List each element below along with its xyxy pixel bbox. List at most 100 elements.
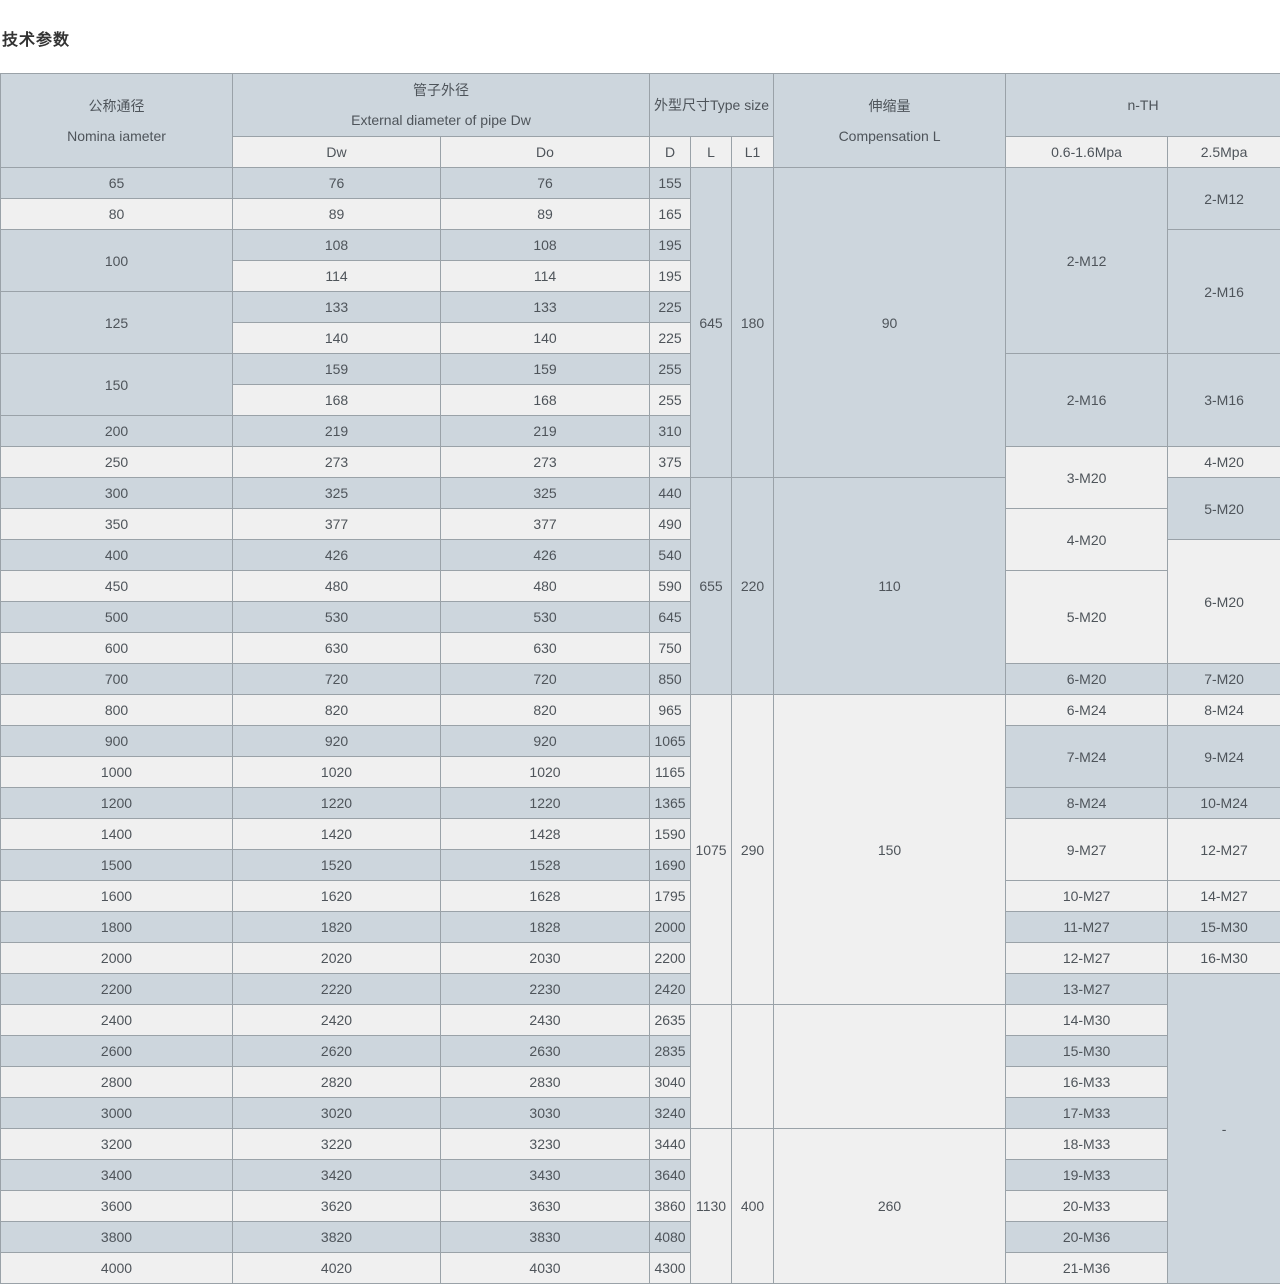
cell-nth-06-16mpa: 11-M27 [1006, 912, 1168, 943]
cell-nth-25mpa: 9-M24 [1168, 726, 1280, 788]
cell-do: 3630 [441, 1191, 650, 1222]
cell-nominal-diameter: 900 [1, 726, 233, 757]
cell-dw: 1520 [233, 850, 441, 881]
cell-nominal-diameter: 1200 [1, 788, 233, 819]
cell-nth-25mpa: - [1168, 974, 1280, 1284]
cell-dw: 480 [233, 571, 441, 602]
cell-do: 168 [441, 385, 650, 416]
cell-nominal-diameter: 1400 [1, 819, 233, 850]
cell-nth-25mpa: 2-M16 [1168, 230, 1280, 354]
cell-nominal-diameter: 300 [1, 478, 233, 509]
cell-nth-06-16mpa: 6-M20 [1006, 664, 1168, 695]
cell-do: 1828 [441, 912, 650, 943]
cell-l: 1075 [691, 695, 732, 1005]
cell-nominal-diameter: 3000 [1, 1098, 233, 1129]
cell-do: 140 [441, 323, 650, 354]
cell-d: 1365 [650, 788, 691, 819]
cell-l [691, 1005, 732, 1129]
subheader-d: D [650, 137, 691, 168]
cell-do: 133 [441, 292, 650, 323]
cell-d: 590 [650, 571, 691, 602]
cell-d: 540 [650, 540, 691, 571]
cell-dw: 2220 [233, 974, 441, 1005]
cell-nominal-diameter: 2400 [1, 1005, 233, 1036]
header-n-th: n-TH [1006, 74, 1280, 137]
cell-nominal-diameter: 700 [1, 664, 233, 695]
cell-dw: 114 [233, 261, 441, 292]
cell-d: 1165 [650, 757, 691, 788]
cell-d: 255 [650, 354, 691, 385]
cell-d: 155 [650, 168, 691, 199]
cell-d: 750 [650, 633, 691, 664]
cell-d: 1065 [650, 726, 691, 757]
header-nominal-diameter-zh: 公称通径 [1, 91, 232, 121]
cell-d: 850 [650, 664, 691, 695]
cell-do: 630 [441, 633, 650, 664]
cell-dw: 720 [233, 664, 441, 695]
cell-do: 3230 [441, 1129, 650, 1160]
cell-nominal-diameter: 125 [1, 292, 233, 354]
cell-dw: 820 [233, 695, 441, 726]
cell-compensation-l: 90 [774, 168, 1006, 478]
cell-do: 159 [441, 354, 650, 385]
cell-d: 310 [650, 416, 691, 447]
cell-nominal-diameter: 150 [1, 354, 233, 416]
cell-dw: 530 [233, 602, 441, 633]
cell-l1: 400 [732, 1129, 774, 1284]
cell-nth-06-16mpa: 15-M30 [1006, 1036, 1168, 1067]
header-pipe-external-diameter: 管子外径 External diameter of pipe Dw [233, 74, 650, 137]
cell-nth-06-16mpa: 19-M33 [1006, 1160, 1168, 1191]
cell-nominal-diameter: 80 [1, 199, 233, 230]
cell-do: 89 [441, 199, 650, 230]
cell-compensation-l: 110 [774, 478, 1006, 695]
cell-nominal-diameter: 3600 [1, 1191, 233, 1222]
cell-compensation-l: 260 [774, 1129, 1006, 1284]
cell-nominal-diameter: 350 [1, 509, 233, 540]
cell-d: 4080 [650, 1222, 691, 1253]
subheader-25mpa: 2.5Mpa [1168, 137, 1280, 168]
cell-nominal-diameter: 1600 [1, 881, 233, 912]
header-compensation-zh: 伸缩量 [774, 91, 1005, 121]
cell-nth-06-16mpa: 10-M27 [1006, 881, 1168, 912]
cell-nominal-diameter: 1000 [1, 757, 233, 788]
cell-do: 920 [441, 726, 650, 757]
cell-d: 375 [650, 447, 691, 478]
cell-do: 3430 [441, 1160, 650, 1191]
subheader-06-16mpa: 0.6-1.6Mpa [1006, 137, 1168, 168]
cell-d: 3440 [650, 1129, 691, 1160]
cell-nth-25mpa: 8-M24 [1168, 695, 1280, 726]
cell-dw: 630 [233, 633, 441, 664]
cell-nth-06-16mpa: 17-M33 [1006, 1098, 1168, 1129]
cell-do: 377 [441, 509, 650, 540]
cell-d: 2200 [650, 943, 691, 974]
cell-nth-06-16mpa: 5-M20 [1006, 571, 1168, 664]
header-nominal-diameter-en: Nomina iameter [1, 121, 232, 151]
header-pipe-external-diameter-zh: 管子外径 [233, 75, 649, 105]
cell-nominal-diameter: 65 [1, 168, 233, 199]
header-type-size: 外型尺寸Type size [650, 74, 774, 137]
cell-do: 3030 [441, 1098, 650, 1129]
cell-dw: 426 [233, 540, 441, 571]
cell-d: 195 [650, 261, 691, 292]
cell-nth-25mpa: 12-M27 [1168, 819, 1280, 881]
cell-dw: 2620 [233, 1036, 441, 1067]
cell-dw: 3020 [233, 1098, 441, 1129]
cell-do: 2830 [441, 1067, 650, 1098]
header-compensation-en: Compensation L [774, 121, 1005, 151]
cell-nominal-diameter: 3800 [1, 1222, 233, 1253]
cell-d: 440 [650, 478, 691, 509]
